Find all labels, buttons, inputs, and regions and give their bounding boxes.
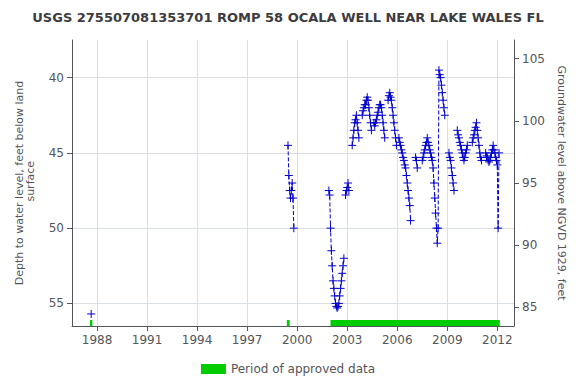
svg-text:2006: 2006 <box>382 333 413 347</box>
svg-text:45: 45 <box>49 146 64 160</box>
svg-text:50: 50 <box>49 221 64 235</box>
svg-text:2012: 2012 <box>482 333 513 347</box>
svg-text:40: 40 <box>49 71 64 85</box>
svg-text:105: 105 <box>522 52 545 66</box>
svg-text:USGS 275507081353701 ROMP 58 O: USGS 275507081353701 ROMP 58 OCALA WELL … <box>32 10 543 25</box>
svg-text:85: 85 <box>522 300 537 314</box>
svg-text:1997: 1997 <box>232 333 263 347</box>
svg-text:1988: 1988 <box>82 333 113 347</box>
svg-text:100: 100 <box>522 114 545 128</box>
svg-text:1991: 1991 <box>132 333 163 347</box>
svg-text:2000: 2000 <box>282 333 313 347</box>
svg-text:2009: 2009 <box>432 333 463 347</box>
svg-text:2003: 2003 <box>332 333 363 347</box>
svg-text:90: 90 <box>522 238 537 252</box>
svg-text:Depth to water level, feet bel: Depth to water level, feet below land <box>13 80 26 286</box>
svg-text:95: 95 <box>522 176 537 190</box>
svg-text:Period of approved data: Period of approved data <box>231 362 375 376</box>
svg-text:55: 55 <box>49 296 64 310</box>
svg-text:Groundwater level above NGVD 1: Groundwater level above NGVD 1929, feet <box>555 65 568 301</box>
svg-text:surface: surface <box>24 161 37 205</box>
svg-text:1994: 1994 <box>182 333 213 347</box>
